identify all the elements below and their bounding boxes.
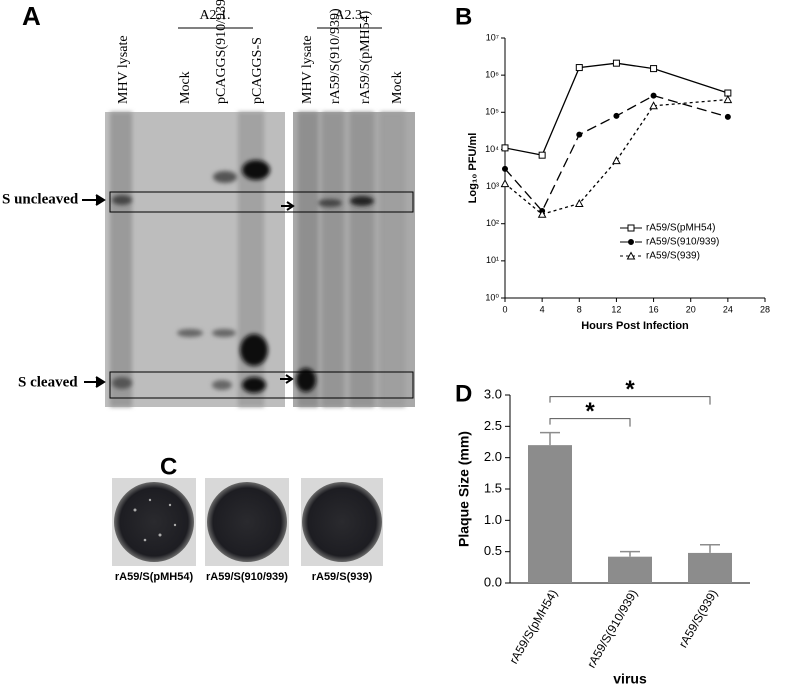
significance-bracket <box>549 418 631 427</box>
lane-label: pCAGGS-S <box>250 37 265 104</box>
band-label: S cleaved <box>18 374 78 390</box>
y-tick-label: 2.0 <box>484 449 502 464</box>
bar <box>608 556 652 583</box>
marker <box>649 101 658 110</box>
panel-label: B <box>455 3 472 30</box>
lane-label: rA59/S(910/939) <box>328 8 343 104</box>
y-axis-label: Log₁₀ PFU/ml <box>467 133 479 204</box>
marker <box>627 224 635 232</box>
x-tick-label: 20 <box>686 304 696 314</box>
x-tick-label: 8 <box>577 304 582 314</box>
y-tick-label: 10² <box>486 218 499 228</box>
y-tick-label: 1.0 <box>484 512 502 527</box>
lane-label: Mock <box>178 71 193 104</box>
legend-label: rA59/S(939) <box>646 251 700 262</box>
x-tick-label: 12 <box>611 304 621 314</box>
gel-image <box>82 27 415 407</box>
y-axis-label: Plaque Size (mm) <box>456 431 472 547</box>
group-label: A2.3. <box>334 8 365 23</box>
x-tick-label: 24 <box>723 304 733 314</box>
y-tick-label: 10⁷ <box>486 32 499 42</box>
marker <box>650 92 657 99</box>
plate-label: rA59/S(939) <box>312 571 373 583</box>
significance-label: * <box>585 398 595 425</box>
x-tick-label: rA59/S(pMH54) <box>507 587 561 666</box>
x-tick-label: rA59/S(939) <box>676 587 720 650</box>
y-tick-label: 2.5 <box>484 418 502 433</box>
x-tick-label: 0 <box>502 304 507 314</box>
marker <box>612 59 620 67</box>
error-bar <box>540 431 560 446</box>
marker <box>723 95 733 104</box>
lane-label: MHV lysate <box>116 35 131 104</box>
x-tick-label: rA59/S(910/939) <box>584 587 640 670</box>
marker <box>650 65 658 73</box>
x-tick-label: 16 <box>649 304 659 314</box>
lane-label: pCAGGS(910/939) <box>214 0 229 104</box>
group-label: A2.1. <box>199 8 230 23</box>
marker <box>724 113 731 120</box>
band-label: S uncleaved <box>2 191 79 207</box>
lane-label: rA59/S(pMH54) <box>358 10 373 104</box>
y-tick-label: 0.0 <box>484 574 502 589</box>
marker <box>500 179 510 188</box>
x-axis-label: virus <box>613 671 647 687</box>
marker <box>613 112 620 119</box>
y-tick-label: 0.5 <box>484 543 502 558</box>
y-tick-label: 10⁴ <box>485 144 499 154</box>
bar <box>528 445 572 583</box>
error-bar <box>620 550 640 557</box>
marker <box>538 151 546 159</box>
panel-label: A <box>22 1 41 31</box>
panel-label: D <box>455 380 472 407</box>
legend-label: rA59/S(pMH54) <box>646 223 715 234</box>
plate-label: rA59/S(910/939) <box>206 571 288 583</box>
bar <box>688 552 732 583</box>
y-tick-label: 10¹ <box>486 255 499 265</box>
marker <box>628 239 634 245</box>
marker <box>612 156 621 165</box>
series-line <box>504 94 729 213</box>
plate-images <box>112 478 383 566</box>
marker <box>501 144 509 152</box>
panel-label: C <box>160 453 177 480</box>
lane-label: MHV lysate <box>300 35 315 104</box>
marker <box>537 209 547 218</box>
y-tick-label: 1.5 <box>484 480 502 495</box>
x-axis-label: Hours Post Infection <box>581 320 689 332</box>
significance-label: * <box>625 376 635 403</box>
y-tick-label: 3.0 <box>484 386 502 401</box>
plate-label: rA59/S(pMH54) <box>115 571 194 583</box>
legend-label: rA59/S(910/939) <box>646 237 719 248</box>
x-tick-label: 28 <box>760 304 770 314</box>
significance-bracket <box>549 396 711 405</box>
series-line <box>504 98 728 215</box>
error-bar <box>700 544 720 553</box>
lane-label: Mock <box>390 71 405 104</box>
y-tick-label: 10³ <box>486 181 499 191</box>
y-tick-label: 10⁵ <box>485 107 499 117</box>
marker <box>502 165 508 172</box>
marker <box>575 64 583 72</box>
marker <box>574 198 584 208</box>
y-tick-label: 10⁶ <box>485 70 499 80</box>
y-tick-label: 10⁰ <box>485 292 499 302</box>
marker <box>626 251 636 260</box>
marker <box>576 131 583 138</box>
series-line <box>504 62 729 156</box>
x-tick-label: 4 <box>540 304 545 314</box>
